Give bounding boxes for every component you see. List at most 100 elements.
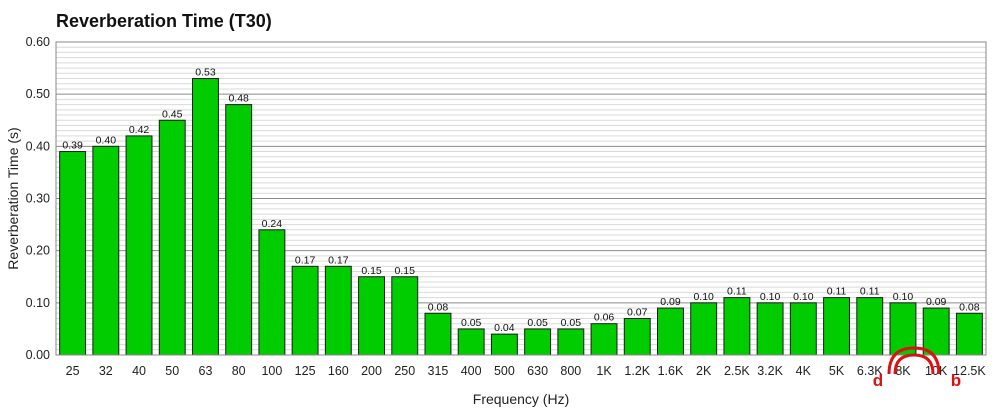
bar: [358, 276, 385, 356]
bar: [92, 145, 120, 356]
bar-value-label: 0.40: [96, 134, 117, 146]
data-labels: 0.39 0.40 0.42 0.45 0.53 0.48 0.24 0.17 0.17 0.15…: [62, 67, 979, 335]
bar-value-label: 0.08: [959, 301, 980, 313]
bar-value-label: 0.09: [926, 296, 947, 308]
bar: [623, 317, 651, 356]
y-tick-label: 0.30: [26, 192, 50, 206]
x-tick-label: 160: [328, 364, 349, 378]
bar: [922, 307, 950, 356]
y-tick-label: 0.20: [26, 244, 50, 258]
bar-value-label: 0.05: [461, 317, 482, 329]
y-tick-labels: 0.00 0.10 0.20 0.30 0.40 0.50 0.60: [26, 35, 50, 362]
headphones-band: [887, 346, 941, 375]
bar-value-label: 0.53: [195, 67, 216, 79]
bar-value-label: 0.07: [627, 306, 648, 318]
bar: [789, 302, 817, 356]
x-tick-label: 200: [361, 364, 382, 378]
bar-value-label: 0.17: [295, 254, 316, 266]
bar: [756, 302, 784, 356]
x-tick-label: 80: [232, 364, 246, 378]
bar: [258, 229, 286, 356]
bar-value-label: 0.09: [660, 296, 681, 308]
bar: [324, 265, 352, 356]
x-tick-label: 10K: [925, 364, 948, 378]
bar-value-label: 0.05: [527, 317, 548, 329]
x-tick-label: 5K: [829, 364, 845, 378]
bar: [424, 312, 452, 356]
x-tick-label: 1.6K: [658, 364, 684, 378]
y-tick-label: 0.60: [26, 35, 50, 49]
x-tick-label: 630: [527, 364, 548, 378]
bar: [490, 333, 518, 356]
x-tick-label: 1K: [596, 364, 612, 378]
y-tick-label: 0.50: [26, 87, 50, 101]
bar-value-label: 0.11: [827, 286, 847, 298]
y-tick-label: 0.00: [26, 348, 50, 362]
x-tick-labels: 25 32 40 50 63 80 100 125 160 200 250 315 400 500 630 8…: [66, 364, 987, 378]
bar: [524, 328, 552, 356]
x-tick-label: 12.5K: [953, 364, 986, 378]
bar-value-label: 0.10: [760, 291, 781, 303]
bar: [291, 265, 319, 356]
bar-value-label: 0.39: [62, 140, 83, 152]
bar: [158, 119, 186, 356]
bar: [125, 135, 153, 356]
bar-value-label: 0.17: [328, 254, 349, 266]
headphones-icon: d b: [873, 346, 961, 390]
x-tick-label: 40: [132, 364, 146, 378]
x-tick-label: 3.2K: [757, 364, 783, 378]
x-tick-label: 400: [461, 364, 482, 378]
bar: [823, 297, 850, 356]
plot-frame: [55, 41, 987, 356]
x-tick-label: 1.2K: [624, 364, 650, 378]
x-tick-label: 2K: [696, 364, 712, 378]
bar-value-label: 0.08: [428, 301, 449, 313]
bar: [59, 151, 87, 356]
headphones-right-letter: b: [951, 371, 961, 390]
bars: [59, 78, 983, 356]
x-tick-label: 125: [295, 364, 316, 378]
y-axis-label: Reverberation Time (s): [5, 127, 21, 269]
bar-value-label: 0.10: [793, 291, 814, 303]
bar-value-label: 0.24: [262, 218, 283, 230]
y-tick-label: 0.40: [26, 139, 50, 153]
x-tick-label: 4K: [796, 364, 812, 378]
x-tick-label: 63: [199, 364, 213, 378]
bar: [557, 328, 585, 356]
x-tick-label: 500: [494, 364, 515, 378]
x-tick-label: 8K: [895, 364, 911, 378]
bar-value-label: 0.11: [860, 286, 880, 298]
bar-value-label: 0.06: [594, 312, 615, 324]
bar: [590, 323, 618, 356]
bar-value-label: 0.42: [129, 124, 150, 136]
bar-value-label: 0.05: [561, 317, 582, 329]
bar-value-label: 0.48: [228, 93, 249, 105]
x-tick-label: 315: [428, 364, 449, 378]
bar: [225, 104, 253, 356]
bar: [192, 78, 219, 356]
bar-value-label: 0.15: [395, 265, 416, 277]
y-tick-label: 0.10: [26, 296, 50, 310]
x-tick-label: 50: [165, 364, 179, 378]
bar: [856, 297, 884, 356]
x-tick-label: 6.3K: [857, 364, 883, 378]
x-tick-label: 250: [394, 364, 415, 378]
bar: [391, 276, 419, 356]
bar: [657, 307, 684, 356]
chart-title: Reverberation Time (T30): [56, 11, 272, 31]
x-tick-label: 32: [99, 364, 113, 378]
bar-value-label: 0.10: [893, 291, 914, 303]
bar: [955, 312, 983, 356]
bar-value-label: 0.15: [361, 265, 382, 277]
x-tick-label: 800: [560, 364, 581, 378]
bar-value-label: 0.04: [494, 322, 515, 334]
headphones-left-letter: d: [873, 371, 883, 390]
bar: [690, 302, 718, 356]
bar: [457, 328, 485, 356]
x-tick-label: 2.5K: [724, 364, 750, 378]
bar-value-label: 0.11: [727, 286, 747, 298]
bar-value-label: 0.45: [162, 108, 183, 120]
x-axis-label: Frequency (Hz): [473, 391, 569, 407]
bar: [889, 302, 917, 356]
